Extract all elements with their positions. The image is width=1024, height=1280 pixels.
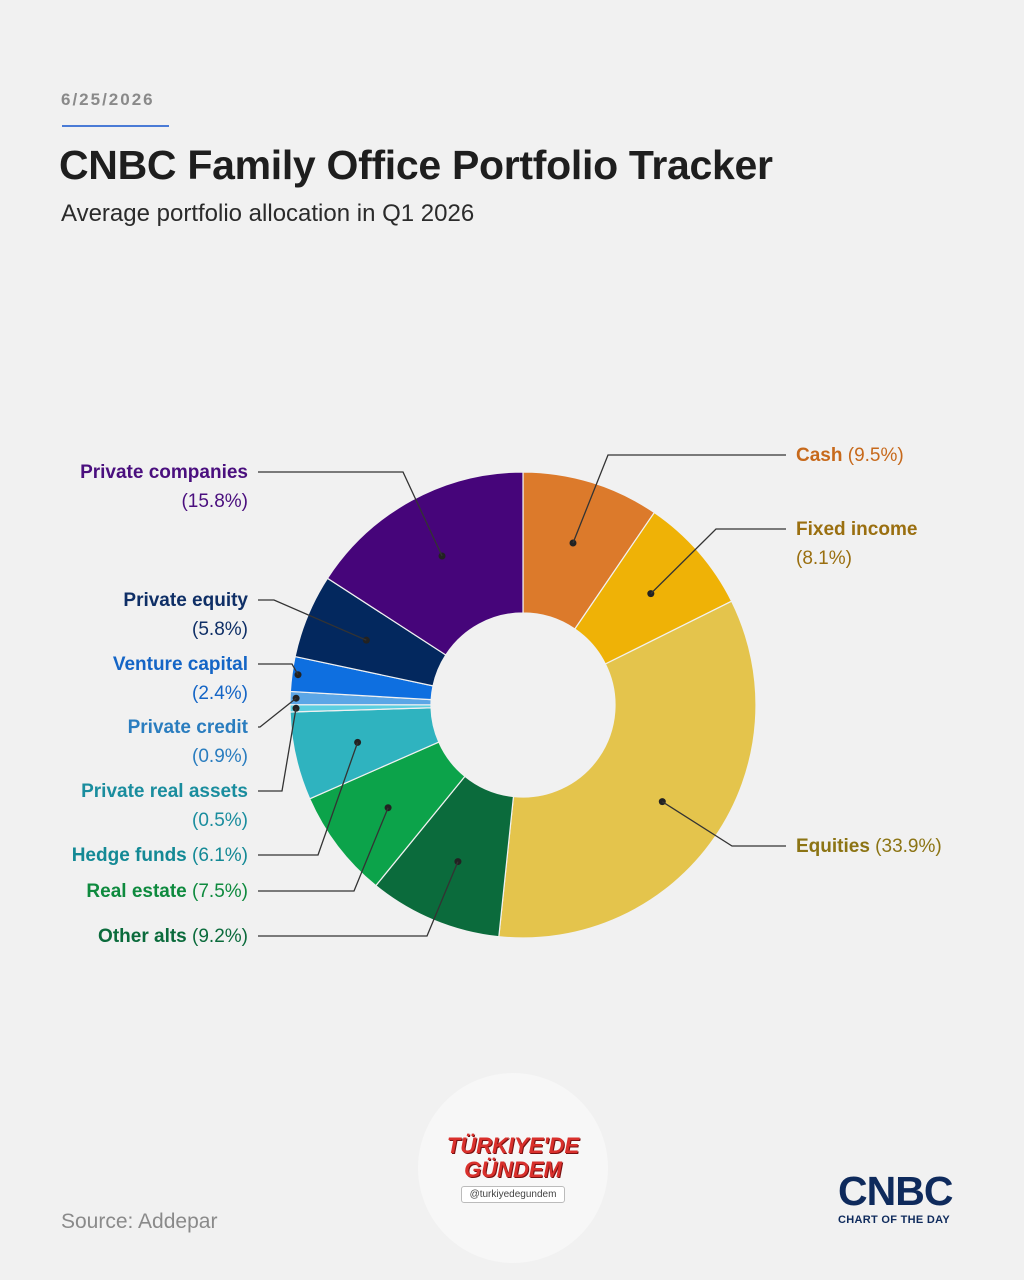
chart-title: CNBC Family Office Portfolio Tracker <box>59 142 773 188</box>
cnbc-logo: CNBC CHART OF THE DAY <box>838 1170 966 1226</box>
slice-label-name: Private real assets <box>81 781 248 802</box>
leader-line <box>258 807 389 892</box>
slice-label-name: Venture capital <box>113 654 248 675</box>
slice-label-name: Private companies <box>80 462 248 483</box>
watermark-badge: TÜRKIYE'DE GÜNDEM @turkiyedegundem <box>418 1073 608 1263</box>
leader-line <box>258 697 297 728</box>
leader-line <box>661 801 786 847</box>
slice-label-name: Private credit <box>128 717 249 738</box>
slice-label-value: (15.8%) <box>181 491 248 512</box>
slice-label-name: Fixed income <box>796 519 917 540</box>
date-label: 6/25/2026 <box>61 90 155 109</box>
slice-label-name: Cash <box>796 445 842 466</box>
slice-label-name: Private equity <box>123 590 248 611</box>
slice-label: Private equity (5.8%) <box>123 590 248 640</box>
watermark-handle: @turkiyedegundem <box>460 1185 566 1203</box>
slice-equities <box>498 600 757 939</box>
leader-line <box>650 528 786 595</box>
slice-label-value: (7.5%) <box>187 881 248 902</box>
slice-label: Private real assets (0.5%) <box>81 781 248 831</box>
logo-tagline: CHART OF THE DAY <box>838 1214 950 1226</box>
slice-private-companies <box>326 471 524 656</box>
slice-label: Other alts (9.2%) <box>98 926 248 947</box>
slice-label-value: (6.1%) <box>187 845 248 866</box>
chart-subtitle: Average portfolio allocation in Q1 2026 <box>61 200 475 227</box>
slice-label-value: (0.5%) <box>192 810 248 831</box>
leader-line <box>258 471 443 557</box>
slice-label: Equities (33.9%) <box>796 836 942 857</box>
slice-label-value: (5.8%) <box>192 619 248 640</box>
watermark-line2: GÜNDEM <box>464 1156 562 1182</box>
slice-label-name: Real estate <box>86 881 186 902</box>
source-note: Source: Addepar <box>61 1210 218 1233</box>
slice-label-name: Hedge funds <box>72 845 187 866</box>
slice-label: Private credit (0.9%) <box>128 717 249 767</box>
slice-label: Private companies (15.8%) <box>80 462 248 512</box>
slice-label: Hedge funds (6.1%) <box>72 845 248 866</box>
date-underline <box>62 125 169 127</box>
slice-label: Fixed income (8.1%) <box>796 519 917 569</box>
leader-line <box>258 861 459 937</box>
leader-line <box>258 663 299 676</box>
watermark-line1: TÜRKIYE'DE <box>446 1132 580 1158</box>
slice-label-name: Other alts <box>98 926 187 947</box>
slice-label-name: Equities <box>796 836 870 857</box>
slice-label-value: (8.1%) <box>796 548 852 569</box>
slice-label-value: (33.9%) <box>870 836 942 857</box>
leader-line <box>258 708 297 792</box>
slice-label: Venture capital (2.4%) <box>113 654 248 704</box>
leader-line <box>572 454 786 544</box>
logo-wordmark: CNBC <box>838 1168 953 1214</box>
slice-label: Real estate (7.5%) <box>86 881 248 902</box>
slice-label-value: (9.5%) <box>842 445 903 466</box>
slice-label-value: (0.9%) <box>192 746 248 767</box>
slice-label-value: (2.4%) <box>192 683 248 704</box>
slice-label-value: (9.2%) <box>187 926 248 947</box>
slice-label: Cash (9.5%) <box>796 445 904 466</box>
leader-line <box>258 742 359 856</box>
leader-line <box>258 599 367 641</box>
